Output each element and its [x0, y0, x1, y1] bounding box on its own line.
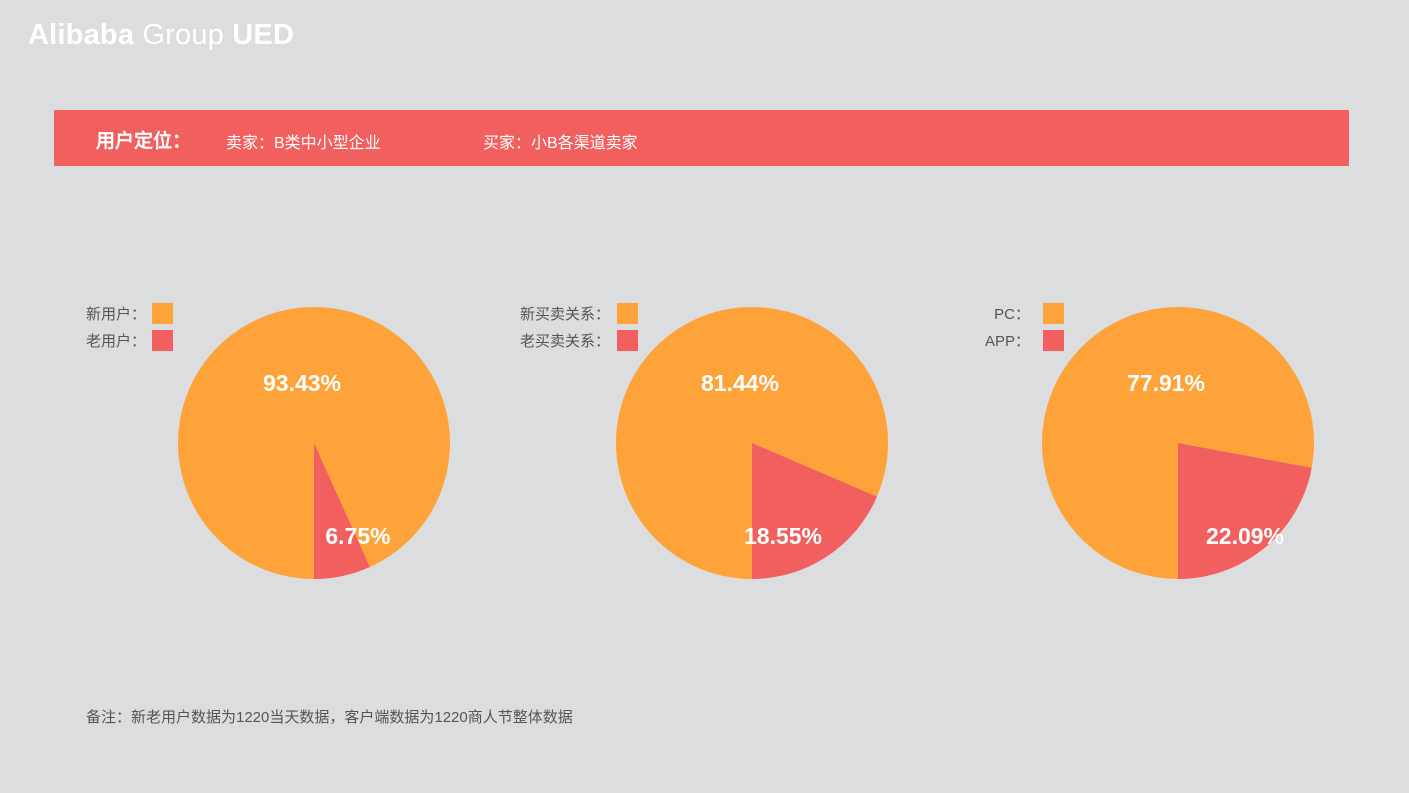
user-positioning-banner: 用户定位： 卖家：B类中小型企业 买家：小B各渠道卖家: [54, 110, 1349, 166]
legend-swatch-2: [1043, 330, 1064, 351]
pie-chart-2: 81.44% 18.55% 新买卖关系： 老买卖关系：: [520, 303, 889, 579]
data-label-minor: 6.75%: [325, 523, 390, 549]
pie-chart-3: 77.91% 22.09% PC： APP：: [985, 303, 1314, 579]
alibaba-group-ued-logo: Alibaba Group UED: [28, 18, 294, 52]
data-label-major: 81.44%: [701, 370, 779, 396]
data-label-minor: 22.09%: [1206, 523, 1284, 549]
pie-chart-1: 93.43% 6.75% 新用户： 老用户：: [86, 303, 451, 579]
legend-label-1: PC：: [994, 306, 1030, 323]
logo-group-text: Group: [134, 19, 233, 51]
banner-seller-text: 卖家：B类中小型企业: [226, 135, 381, 152]
data-label-major: 77.91%: [1127, 370, 1205, 396]
legend-swatch-2: [152, 330, 173, 351]
legend-swatch-2: [617, 330, 638, 351]
legend-swatch-1: [617, 303, 638, 324]
data-label-major: 93.43%: [263, 370, 341, 396]
pie-slice-minor: [752, 443, 877, 579]
pie-slice-minor: [314, 443, 370, 579]
data-label-minor: 18.55%: [744, 523, 822, 549]
legend-label-2: APP：: [985, 333, 1030, 350]
legend-label-1: 新买卖关系：: [520, 306, 610, 323]
logo-alibaba-text: Alibaba: [28, 19, 135, 51]
logo-ued-text: UED: [232, 19, 295, 51]
legend-swatch-1: [152, 303, 173, 324]
legend-label-2: 老买卖关系：: [520, 333, 610, 350]
legend-swatch-1: [1043, 303, 1064, 324]
pie-slice-major: [178, 307, 451, 579]
legend-label-1: 新用户：: [86, 306, 146, 323]
footnote: 备注：新老用户数据为1220当天数据，客户端数据为1220商人节整体数据: [86, 709, 573, 726]
banner-title: 用户定位：: [96, 131, 192, 152]
pie-slice-minor: [1178, 443, 1312, 579]
legend-label-2: 老用户：: [86, 333, 146, 350]
banner-buyer-text: 买家：小B各渠道卖家: [483, 135, 638, 152]
pie-slice-major: [615, 306, 889, 579]
